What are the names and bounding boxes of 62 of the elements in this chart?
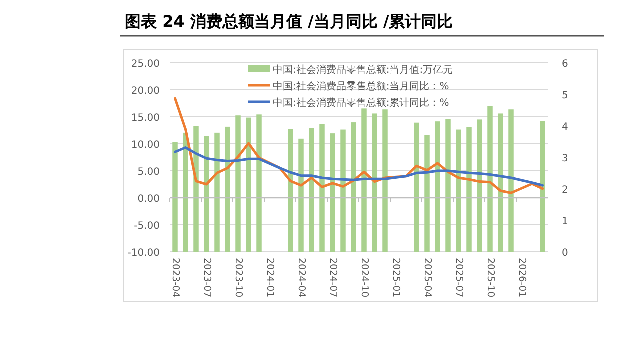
x-tick-label: 2025-04 <box>422 258 433 298</box>
bar <box>214 132 220 252</box>
bar <box>477 120 482 252</box>
y2-tick-label: 4 <box>562 122 568 133</box>
legend-label: 中国:社会消费品零售总额:当月值:万亿元 <box>273 64 454 76</box>
bar <box>414 122 420 252</box>
y2-tick-label: 1 <box>562 216 568 228</box>
y-tick-label: 0.00 <box>138 194 160 205</box>
bar <box>508 110 514 252</box>
x-tick-label: 2024-10 <box>358 258 370 298</box>
x-tick-label: 2023-10 <box>232 258 244 298</box>
bar <box>204 136 210 252</box>
x-tick-label: 2026-01 <box>516 258 528 298</box>
bar <box>330 134 336 252</box>
x-tick-label: 2024-01 <box>264 258 276 298</box>
legend-label: 中国:社会消费品零售总额:当月同比：% <box>273 80 450 92</box>
y2-tick-label: 3 <box>562 154 568 164</box>
bar <box>309 128 314 252</box>
bar <box>256 114 262 252</box>
x-tick-label: 2025-10 <box>484 258 496 298</box>
y2-tick-label: 5 <box>562 90 568 102</box>
bar <box>456 130 462 252</box>
bar <box>246 118 252 252</box>
y2-tick-label: 0 <box>562 248 568 259</box>
y-tick-label: 15.00 <box>131 113 160 124</box>
bar <box>172 142 178 252</box>
bar <box>424 135 430 252</box>
y-tick-label: -5.00 <box>134 221 160 232</box>
line-series <box>174 146 544 187</box>
y2-tick-label: 2 <box>562 185 568 196</box>
bar <box>488 106 493 252</box>
bar <box>351 122 356 252</box>
bar <box>298 138 304 252</box>
y-tick-label: -10.00 <box>128 248 160 259</box>
y-tick-label: 5.00 <box>138 167 160 178</box>
bar <box>183 132 188 252</box>
bar <box>288 129 294 252</box>
y-tick-label: 25.00 <box>131 59 160 70</box>
y2-tick-label: 6 <box>562 59 568 70</box>
bar <box>236 116 241 252</box>
x-tick-label: 2023-04 <box>170 258 181 298</box>
bar <box>446 119 451 252</box>
bar <box>362 108 367 252</box>
legend-label: 中国:社会消费品零售总额:累计同比：% <box>273 97 450 109</box>
y-tick-label: 10.00 <box>131 140 160 151</box>
bar <box>540 121 546 252</box>
bar <box>498 114 504 252</box>
bar <box>382 110 388 252</box>
chart-title: 图表 24 消费总额当月值 /当月同比 /累计同比 <box>125 12 454 31</box>
bar <box>340 130 346 252</box>
bar <box>435 122 440 252</box>
bar <box>466 127 472 252</box>
bar <box>225 126 230 252</box>
y-tick-label: 20.00 <box>131 86 160 97</box>
bar <box>372 114 378 252</box>
x-tick-label: 2024-07 <box>327 258 338 298</box>
x-tick-label: 2023-07 <box>201 258 212 298</box>
bar <box>320 124 325 252</box>
x-tick-label: 2024-04 <box>296 258 307 298</box>
x-tick-label: 2025-07 <box>453 258 464 298</box>
bar <box>194 126 199 252</box>
x-tick-label: 2025-01 <box>390 258 402 298</box>
